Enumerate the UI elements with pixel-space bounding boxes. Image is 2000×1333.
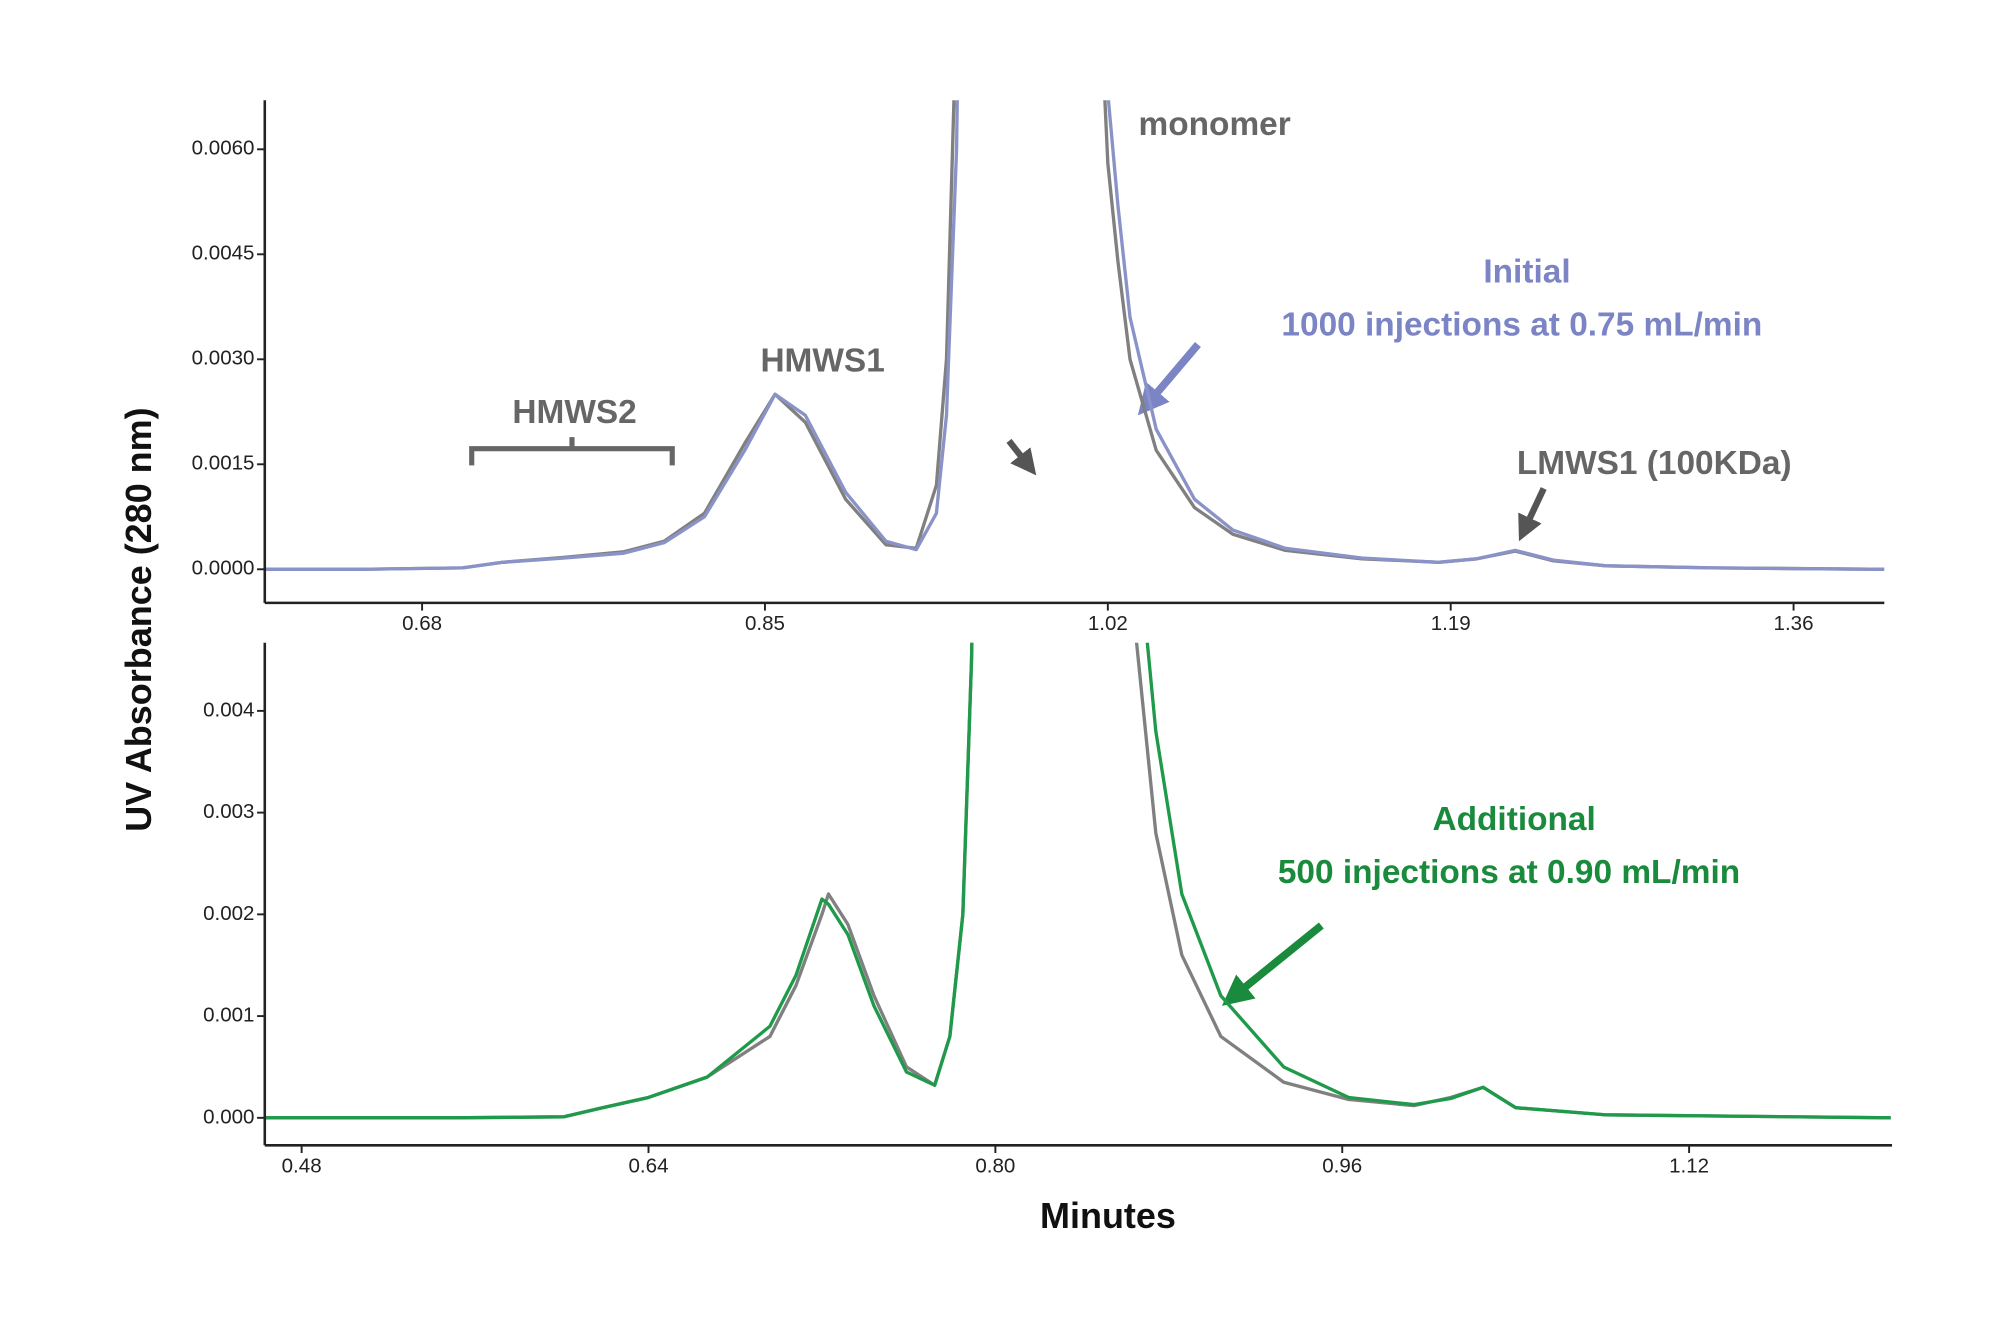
data-line [264,642,1891,1120]
y-tick-label: 0.003 [203,800,254,823]
annotation: Initial [1483,254,1570,291]
annotation: Additional [1432,801,1595,838]
bracket [469,437,675,466]
plot-area [264,642,1891,1120]
data-line [264,642,1891,1120]
x-tick-label: 0.48 [282,1155,322,1178]
annotation: LMWS1 (100KDa) [1517,445,1792,482]
x-axis-title: Minutes [1040,1195,1176,1236]
x-tick-label: 0.85 [745,612,785,635]
y-tick-label: 0.001 [203,1004,254,1027]
y-tick-label: 0.0030 [192,347,255,370]
y-tick-label: 0.0000 [192,557,255,580]
annotation: 500 injections at 0.90 mL/min [1278,854,1740,891]
arrow [1006,438,1037,476]
x-tick-label: 1.19 [1431,612,1471,635]
x-tick-label: 1.12 [1669,1155,1709,1178]
annotation: HMWS1 [760,342,884,379]
plot-area [264,100,1885,571]
y-tick-label: 0.000 [203,1105,254,1128]
annotation: 1000 injections at 0.75 mL/min [1281,306,1762,343]
arrow [1221,922,1324,1006]
arrow [1518,487,1547,542]
y-tick-label: 0.002 [203,902,254,925]
x-tick-label: 0.96 [1322,1155,1362,1178]
x-tick-label: 0.80 [975,1155,1015,1178]
data-line [264,100,1885,571]
x-tick-label: 1.02 [1088,612,1128,635]
y-tick-label: 0.004 [203,698,254,721]
x-tick-label: 0.64 [629,1155,669,1178]
x-tick-label: 0.68 [402,612,442,635]
data-line [264,100,1885,571]
annotation: HMWS2 [512,394,636,431]
y-axis-title: UV Absorbance (280 nm) [118,407,159,831]
x-tick-label: 1.36 [1774,612,1814,635]
y-tick-label: 0.0045 [192,242,255,265]
arrow [1137,342,1201,416]
y-tick-label: 0.0015 [192,452,255,475]
annotation: monomer [1139,106,1291,143]
y-tick-label: 0.0060 [192,137,255,160]
